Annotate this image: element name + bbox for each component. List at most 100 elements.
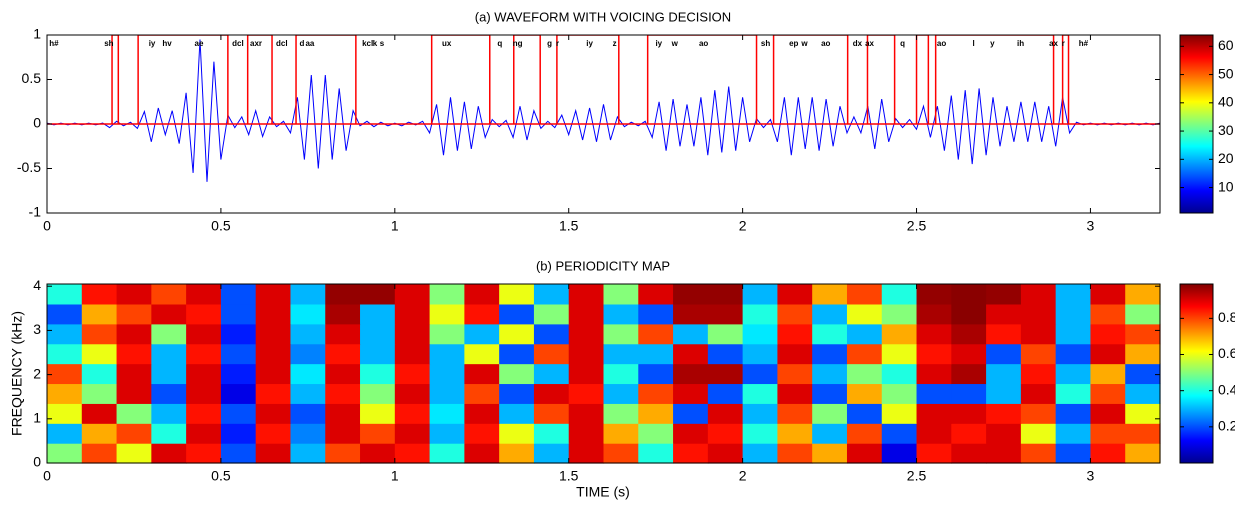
heatmap-cell (1125, 403, 1161, 424)
heatmap-cell (638, 403, 674, 424)
heatmap-cell (742, 303, 779, 325)
heatmap-cell (360, 383, 396, 404)
heatmap-cell (81, 423, 118, 444)
heatmap-cell (499, 343, 535, 365)
heatmap-cell (638, 323, 674, 345)
y-tick-label: -0.5 (17, 159, 41, 175)
heatmap-cell (812, 423, 848, 444)
heatmap-cell (186, 383, 222, 404)
heatmap-cell (1055, 443, 1092, 464)
heatmap-cell (881, 423, 918, 444)
heatmap-cell (673, 403, 709, 424)
heatmap-cell (916, 284, 952, 305)
heatmap-cell (951, 423, 987, 444)
phone-label: axr (250, 39, 262, 48)
heatmap-cell (881, 323, 918, 345)
y-tick-label: 0 (33, 454, 41, 470)
heatmap-cell (1055, 403, 1092, 424)
heatmap-cell (951, 303, 987, 325)
heatmap-cell (81, 403, 118, 424)
x-tick-label: 0.5 (211, 468, 231, 484)
heatmap-cell (603, 363, 639, 385)
heatmap-cell (325, 423, 361, 444)
heatmap-cell (290, 443, 326, 464)
voicing-segment (866, 35, 896, 124)
colorbar-tick-label: 40 (1218, 94, 1234, 110)
heatmap-cell (1020, 323, 1057, 345)
heatmap-cell (951, 403, 987, 424)
heatmap-cell (603, 443, 639, 464)
heatmap-cell (1090, 343, 1126, 365)
heatmap-cell (1125, 323, 1161, 345)
heatmap-cell (533, 343, 570, 365)
phone-label: g (547, 39, 552, 48)
colorbar-tick-label: 20 (1218, 150, 1234, 166)
phone-label: q (497, 39, 502, 48)
voicing-segment (137, 35, 229, 124)
y-tick-label: 0 (33, 115, 41, 131)
x-tick-label: 3 (1087, 468, 1095, 484)
heatmap-cell (360, 443, 396, 464)
heatmap-cell (603, 423, 639, 444)
heatmap-cell (707, 363, 744, 385)
heatmap-cell (812, 323, 848, 345)
heatmap-cell (1020, 284, 1057, 305)
heatmap-cell (464, 403, 500, 424)
heatmap-cell (777, 323, 813, 345)
phone-label: dx (853, 39, 863, 48)
heatmap-cell (429, 443, 465, 464)
heatmap-cell (707, 423, 744, 444)
heatmap-cell (881, 403, 918, 424)
colorbar-tick-label: 0.8 (1218, 309, 1235, 325)
heatmap-cell (986, 363, 1022, 385)
heatmap-cell (429, 383, 465, 404)
heatmap-cell (846, 343, 883, 365)
heatmap-cell (186, 363, 222, 385)
heatmap-cell (533, 323, 570, 345)
heatmap-cell (568, 323, 605, 345)
heatmap-cell (116, 423, 152, 444)
heatmap-cell (394, 323, 431, 345)
y-tick-label: 1 (33, 26, 41, 42)
heatmap-cell (1125, 443, 1161, 464)
phone-label: ep (789, 39, 798, 48)
heatmap-cell (846, 363, 883, 385)
heatmap-cell (916, 323, 952, 345)
phone-label: s (380, 39, 385, 48)
heatmap-cell (603, 383, 639, 404)
heatmap-cell (290, 423, 326, 444)
heatmap-cell (568, 443, 605, 464)
heatmap-cell (916, 423, 952, 444)
heatmap-cell (707, 443, 744, 464)
heatmap-cell (533, 303, 570, 325)
chart-title: (b) PERIODICITY MAP (536, 258, 670, 273)
x-tick-label: 1 (391, 218, 399, 234)
y-tick-label: 2 (33, 365, 41, 381)
heatmap-cell (151, 343, 187, 365)
heatmap-cell (568, 303, 605, 325)
heatmap-cell (394, 303, 431, 325)
heatmap-cell (499, 303, 535, 325)
heatmap-cell (742, 363, 779, 385)
heatmap-cell (116, 363, 152, 385)
heatmap-cell (1055, 383, 1092, 404)
phone-label: ih (1017, 39, 1024, 48)
heatmap-cell (673, 443, 709, 464)
heatmap-cell (533, 403, 570, 424)
heatmap-cell (707, 284, 744, 305)
phone-label: iy (149, 39, 156, 48)
colorbar-tick-label: 60 (1218, 37, 1234, 53)
heatmap-cell (777, 383, 813, 404)
heatmap-cell (916, 443, 952, 464)
heatmap-cell (1020, 303, 1057, 325)
heatmap-cell (951, 323, 987, 345)
heatmap-cell (533, 443, 570, 464)
phone-label: dcl (232, 39, 244, 48)
heatmap-cell (81, 363, 118, 385)
heatmap-cell (638, 303, 674, 325)
heatmap-cell (116, 323, 152, 345)
heatmap-cell (151, 443, 187, 464)
plot-area (47, 35, 1160, 182)
heatmap-cell (220, 383, 257, 404)
heatmap-cell (186, 323, 222, 345)
